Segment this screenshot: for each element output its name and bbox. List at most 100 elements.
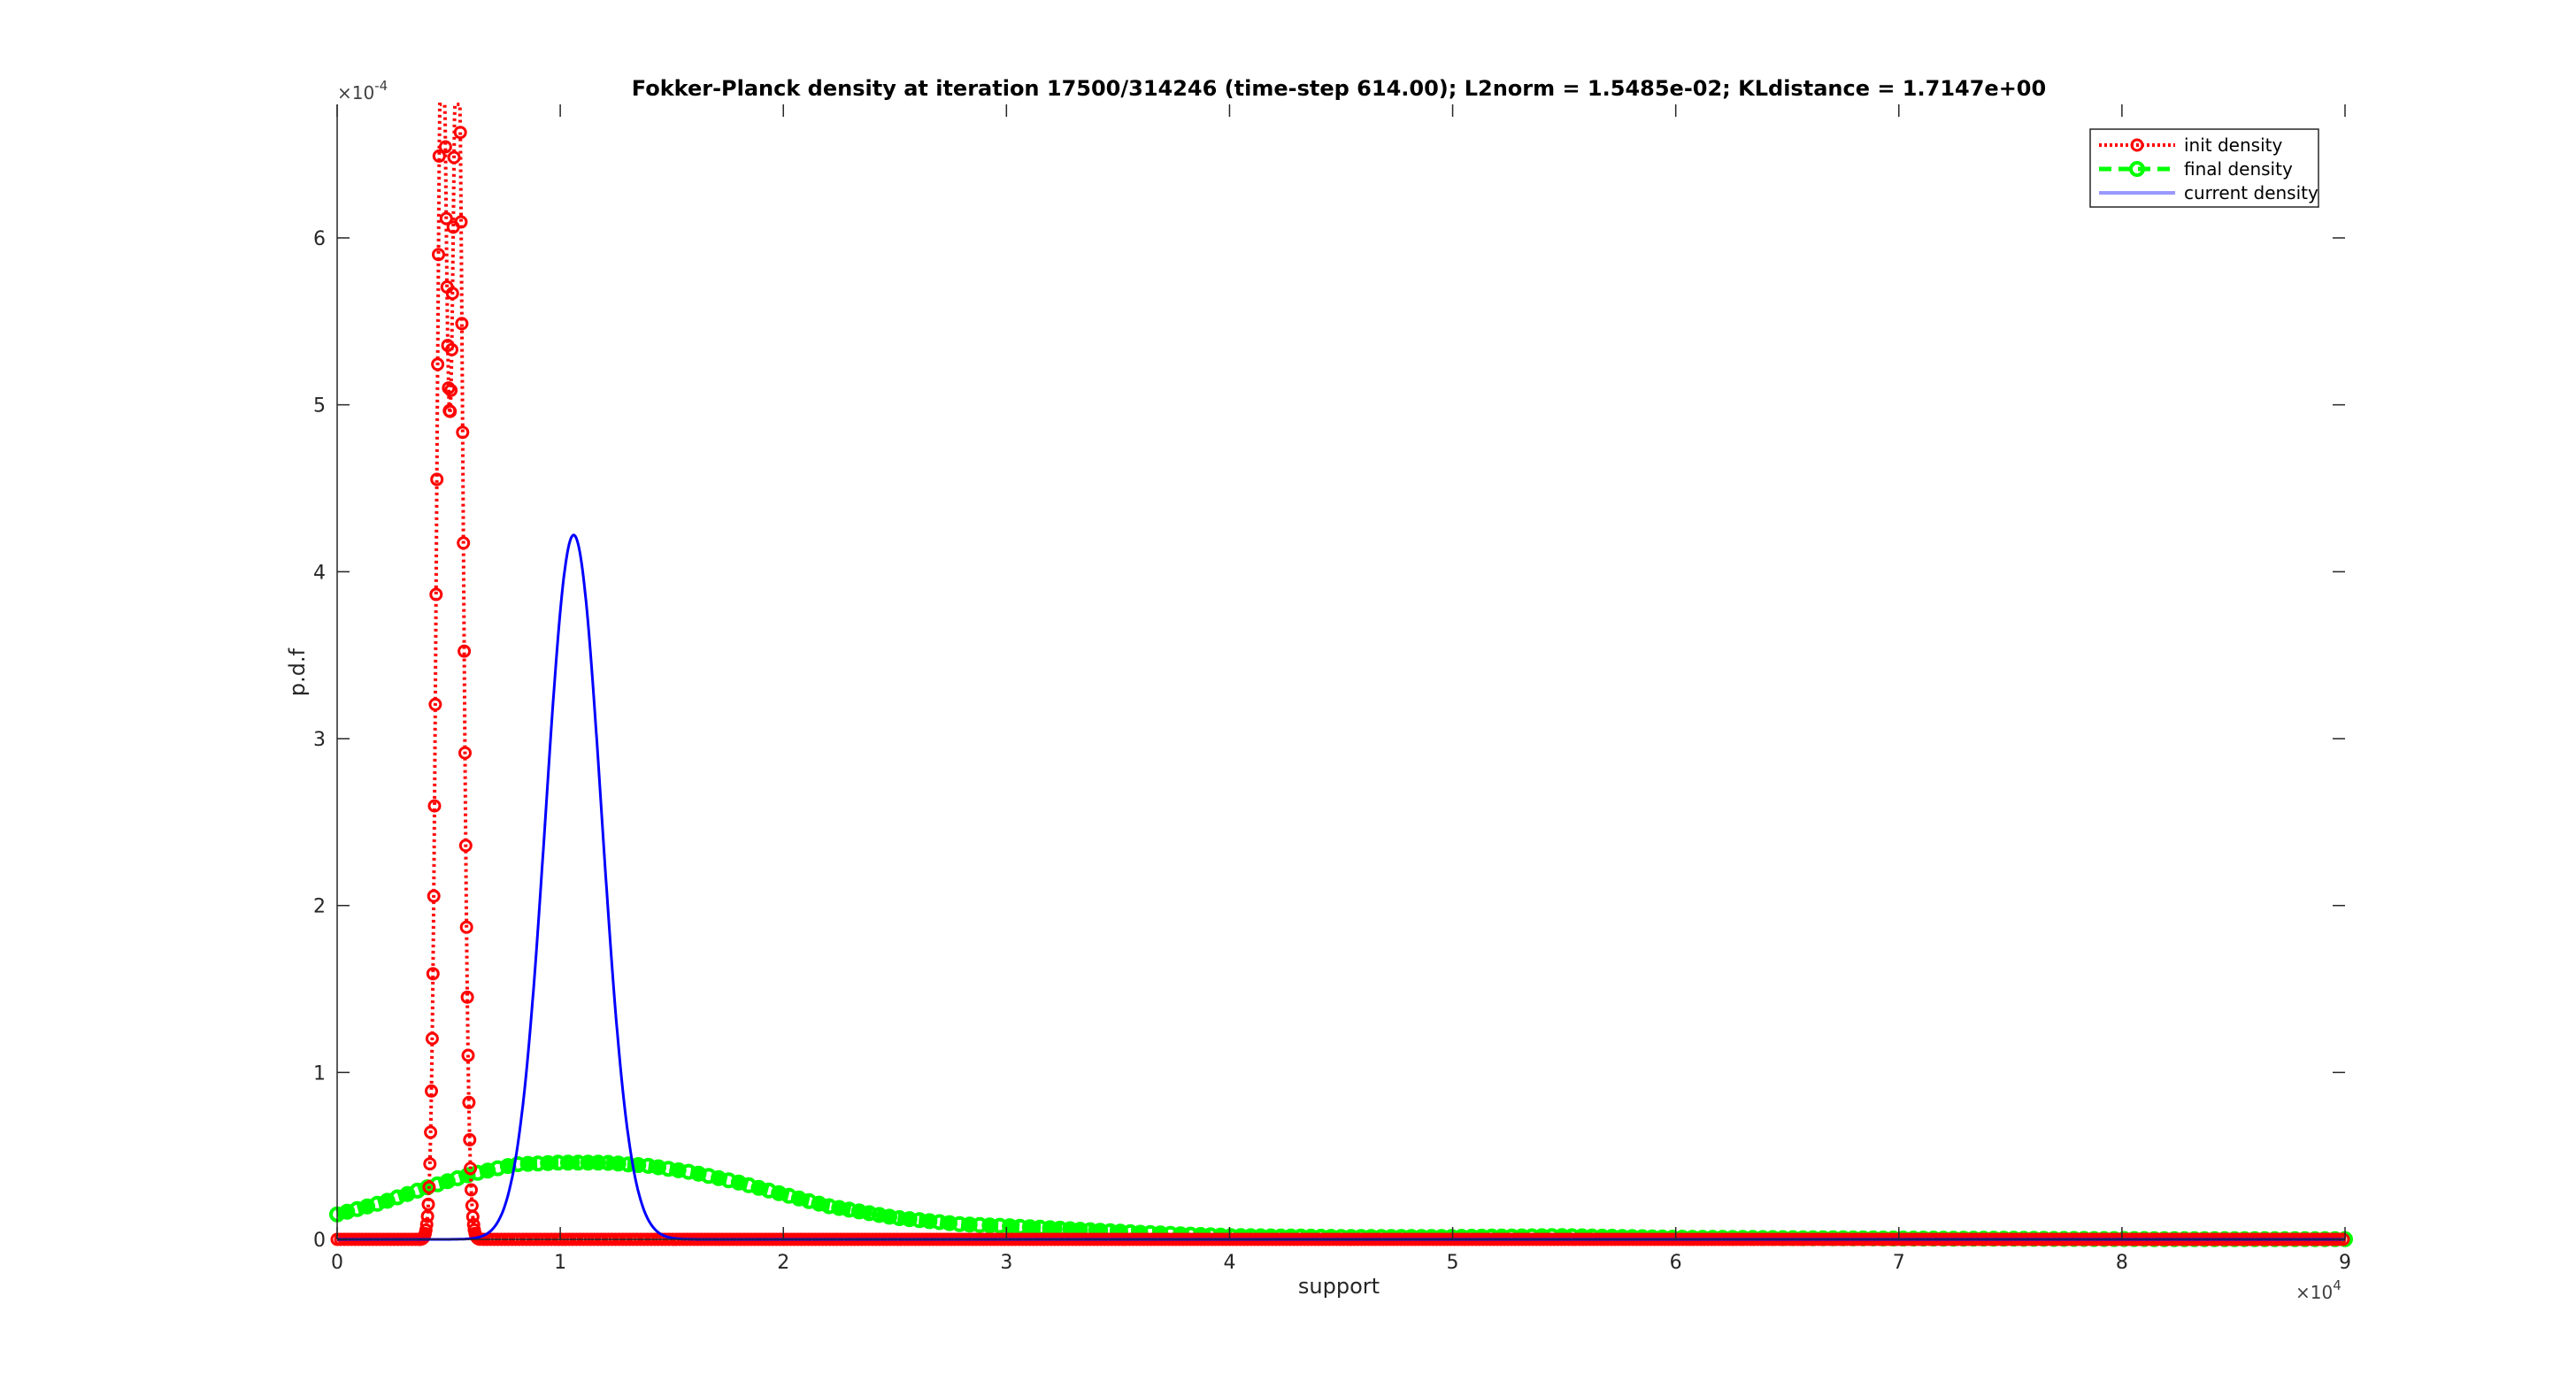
final-density-marker: [620, 1156, 636, 1173]
final-density-marker: [841, 1201, 857, 1218]
init-density-marker: [422, 1180, 436, 1194]
init-density-marker: [419, 1223, 433, 1237]
init-density-marker: [438, 140, 452, 154]
chart-title: Fokker-Planck density at iteration 17500…: [632, 76, 2046, 101]
init-density-marker: [444, 383, 458, 397]
x-exponent-power: 4: [2333, 1277, 2341, 1293]
x-tick-label: 1: [554, 1252, 566, 1274]
init-density-marker: [421, 1197, 435, 1211]
init-density-marker: [431, 357, 445, 372]
final-density-marker: [951, 1215, 968, 1232]
init-density-marker: [457, 536, 471, 550]
init-density-marker: [465, 1183, 478, 1197]
final-density-marker: [991, 1217, 1008, 1234]
final-density-marker: [981, 1217, 998, 1234]
init-density-marker: [462, 1095, 476, 1109]
final-density-marker: [540, 1154, 557, 1171]
init-density-marker: [425, 1084, 438, 1098]
init-density-marker: [426, 967, 440, 981]
final-density-marker: [850, 1203, 867, 1220]
init-density-marker: [420, 1209, 434, 1223]
final-density-marker: [861, 1205, 878, 1222]
final-density-marker: [911, 1212, 927, 1229]
init-density-marker: [454, 215, 468, 229]
init-density-marker: [465, 1209, 480, 1223]
init-density-marker: [423, 1157, 437, 1171]
final-density-marker: [972, 1216, 988, 1233]
init-density-marker: [458, 644, 472, 658]
x-tick-label: 0: [331, 1252, 343, 1274]
init-density-marker: [439, 211, 453, 226]
x-ticks: 0 1 2 3 4 5 6 7 8 9: [331, 104, 2351, 1274]
y-axis-label: p.d.f: [285, 648, 310, 696]
final-density-marker: [610, 1155, 627, 1172]
init-density-marker: [430, 472, 444, 487]
y-tick-label: 0: [313, 1230, 326, 1252]
legend: init density final density current densi…: [2089, 128, 2319, 208]
plot-area: 0 1 2 3 4 5 6 7 8 9 0 1 2 3 4 5 6: [313, 103, 2353, 1274]
x-exponent-label: ×104: [2295, 1277, 2341, 1303]
final-density-marker: [670, 1162, 687, 1178]
final-density-marker: [580, 1154, 596, 1171]
init-density-marker: [461, 1048, 475, 1062]
final-density-marker: [881, 1208, 897, 1225]
init-density-marker: [464, 1162, 478, 1176]
final-density-marker: [921, 1213, 938, 1230]
final-density-marker: [600, 1154, 617, 1171]
final-density-marker: [510, 1156, 527, 1172]
x-tick-label: 6: [1670, 1252, 1682, 1274]
x-tick-label: 3: [1000, 1252, 1012, 1274]
x-tick-label: 2: [777, 1252, 789, 1274]
final-density-marker: [901, 1211, 918, 1228]
x-tick-label: 5: [1447, 1252, 1459, 1274]
legend-entry-init-density: init density: [2099, 134, 2282, 156]
final-density-marker: [529, 1155, 546, 1172]
final-density-marker: [650, 1159, 666, 1176]
init-density-marker: [429, 587, 443, 602]
x-tick-label: 8: [2116, 1252, 2128, 1274]
init-density-marker: [427, 799, 442, 813]
final-density-marker: [720, 1172, 737, 1189]
final-density-marker: [871, 1207, 888, 1223]
y-exponent-base: ×10: [337, 82, 374, 104]
init-density-marker: [447, 150, 461, 165]
init-density-marker: [442, 381, 456, 395]
y-tick-label: 5: [313, 395, 326, 418]
final-density-marker: [590, 1154, 606, 1171]
init-density-marker: [453, 126, 467, 140]
x-tick-label: 9: [2339, 1252, 2351, 1274]
axes-background: [337, 104, 2345, 1239]
init-density-marker: [432, 149, 446, 163]
final-density-marker: [931, 1214, 948, 1231]
init-density-marker: [458, 839, 473, 853]
x-axis-label: support: [1298, 1274, 1380, 1299]
legend-current-density-label: current density: [2184, 182, 2318, 203]
final-density-marker: [640, 1157, 657, 1174]
y-tick-label: 3: [313, 729, 326, 751]
init-density-marker: [443, 404, 458, 418]
legend-init-density-label: init density: [2184, 134, 2282, 156]
init-density-marker: [445, 342, 458, 357]
init-density-marker: [456, 426, 470, 440]
y-ticks: 0 1 2 3 4 5 6: [313, 228, 2345, 1252]
init-density-marker: [419, 1217, 434, 1231]
y-exponent-label: ×10-4: [337, 78, 388, 104]
y-tick-label: 1: [313, 1062, 326, 1085]
legend-entry-current-density: current density: [2099, 182, 2318, 203]
final-density-marker: [891, 1210, 908, 1226]
init-density-marker: [432, 248, 445, 262]
final-density-marker: [831, 1200, 848, 1216]
legend-init-density-marker: [2130, 138, 2144, 152]
final-density-marker: [570, 1154, 587, 1171]
legend-final-density-label: final density: [2184, 158, 2293, 180]
final-density-marker: [961, 1216, 978, 1233]
x-exponent-base: ×10: [2295, 1282, 2333, 1303]
init-density-marker: [455, 317, 469, 331]
init-density-marker: [445, 287, 459, 301]
y-tick-label: 6: [313, 228, 326, 250]
x-tick-label: 4: [1223, 1252, 1235, 1274]
final-density-marker: [550, 1154, 566, 1171]
final-density-marker: [519, 1155, 536, 1172]
final-density-marker: [681, 1163, 697, 1180]
